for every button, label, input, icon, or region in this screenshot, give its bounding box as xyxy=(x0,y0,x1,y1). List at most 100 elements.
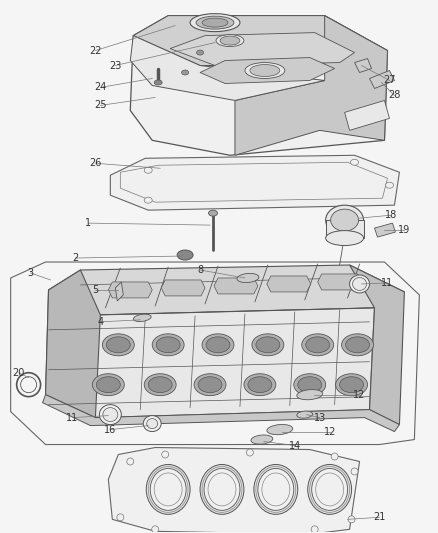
Polygon shape xyxy=(130,36,324,100)
Ellipse shape xyxy=(251,435,272,444)
Text: 24: 24 xyxy=(94,83,106,92)
Ellipse shape xyxy=(350,159,358,165)
Ellipse shape xyxy=(266,424,292,435)
Ellipse shape xyxy=(102,408,117,422)
Ellipse shape xyxy=(198,377,222,393)
Ellipse shape xyxy=(257,469,293,511)
Ellipse shape xyxy=(144,167,152,173)
Text: 27: 27 xyxy=(382,76,395,85)
Ellipse shape xyxy=(96,377,120,393)
Ellipse shape xyxy=(339,377,363,393)
Text: 4: 4 xyxy=(97,317,103,327)
Text: 16: 16 xyxy=(104,425,116,434)
Polygon shape xyxy=(46,290,374,417)
Polygon shape xyxy=(161,280,205,296)
Ellipse shape xyxy=(154,80,162,85)
Text: 25: 25 xyxy=(94,100,106,110)
Ellipse shape xyxy=(325,205,363,235)
Polygon shape xyxy=(108,448,359,533)
Ellipse shape xyxy=(244,374,275,395)
Polygon shape xyxy=(354,59,371,72)
Ellipse shape xyxy=(297,377,321,393)
Polygon shape xyxy=(108,282,152,298)
Ellipse shape xyxy=(208,210,217,216)
Ellipse shape xyxy=(330,209,358,231)
Polygon shape xyxy=(170,33,354,66)
Polygon shape xyxy=(115,282,123,301)
Ellipse shape xyxy=(156,337,180,353)
Text: 18: 18 xyxy=(385,210,397,220)
Ellipse shape xyxy=(307,464,351,514)
Ellipse shape xyxy=(296,390,322,400)
Text: 21: 21 xyxy=(372,512,385,522)
Text: 11: 11 xyxy=(381,278,393,288)
Ellipse shape xyxy=(196,50,203,55)
Ellipse shape xyxy=(237,273,258,282)
Ellipse shape xyxy=(196,16,233,29)
Polygon shape xyxy=(317,274,361,290)
Ellipse shape xyxy=(117,514,124,521)
Ellipse shape xyxy=(311,526,318,533)
Polygon shape xyxy=(110,155,399,210)
Ellipse shape xyxy=(244,62,284,78)
Polygon shape xyxy=(214,278,257,294)
Text: 5: 5 xyxy=(92,285,98,295)
Ellipse shape xyxy=(350,468,357,475)
Text: 14: 14 xyxy=(288,441,300,450)
Ellipse shape xyxy=(194,374,226,395)
Ellipse shape xyxy=(152,526,158,533)
Ellipse shape xyxy=(148,377,172,393)
Text: 3: 3 xyxy=(28,268,34,278)
Ellipse shape xyxy=(144,374,176,395)
Text: 13: 13 xyxy=(313,413,325,423)
Ellipse shape xyxy=(293,374,325,395)
Polygon shape xyxy=(49,265,403,315)
Polygon shape xyxy=(46,270,100,417)
Ellipse shape xyxy=(325,231,363,246)
Ellipse shape xyxy=(161,451,168,458)
Polygon shape xyxy=(349,265,403,425)
Ellipse shape xyxy=(144,197,152,203)
Ellipse shape xyxy=(177,250,193,260)
Text: 23: 23 xyxy=(109,61,121,70)
Ellipse shape xyxy=(219,36,240,45)
Ellipse shape xyxy=(255,337,279,353)
Text: 22: 22 xyxy=(89,45,102,55)
Ellipse shape xyxy=(201,334,233,356)
Ellipse shape xyxy=(99,405,121,425)
Ellipse shape xyxy=(150,469,186,511)
Ellipse shape xyxy=(181,70,188,75)
Ellipse shape xyxy=(201,18,227,27)
Ellipse shape xyxy=(127,458,134,465)
Polygon shape xyxy=(200,58,334,84)
Ellipse shape xyxy=(102,334,134,356)
Ellipse shape xyxy=(146,464,190,514)
Ellipse shape xyxy=(249,64,279,77)
Text: 12: 12 xyxy=(323,426,335,437)
Polygon shape xyxy=(344,100,389,131)
Text: 28: 28 xyxy=(387,91,400,100)
Ellipse shape xyxy=(190,14,240,31)
Ellipse shape xyxy=(305,337,329,353)
Ellipse shape xyxy=(311,469,347,511)
Polygon shape xyxy=(133,15,387,66)
Ellipse shape xyxy=(106,337,130,353)
Polygon shape xyxy=(374,223,395,237)
Polygon shape xyxy=(266,276,310,292)
Ellipse shape xyxy=(335,374,367,395)
Polygon shape xyxy=(42,394,399,432)
Text: 8: 8 xyxy=(197,265,203,275)
Polygon shape xyxy=(130,15,387,155)
Ellipse shape xyxy=(205,337,230,353)
Text: 2: 2 xyxy=(72,253,78,263)
Ellipse shape xyxy=(246,449,253,456)
Ellipse shape xyxy=(253,464,297,514)
Polygon shape xyxy=(369,70,394,88)
Ellipse shape xyxy=(347,516,354,523)
Ellipse shape xyxy=(330,453,337,460)
Ellipse shape xyxy=(296,411,312,418)
Ellipse shape xyxy=(345,337,369,353)
Ellipse shape xyxy=(92,374,124,395)
Text: 1: 1 xyxy=(85,218,91,228)
Ellipse shape xyxy=(152,334,184,356)
